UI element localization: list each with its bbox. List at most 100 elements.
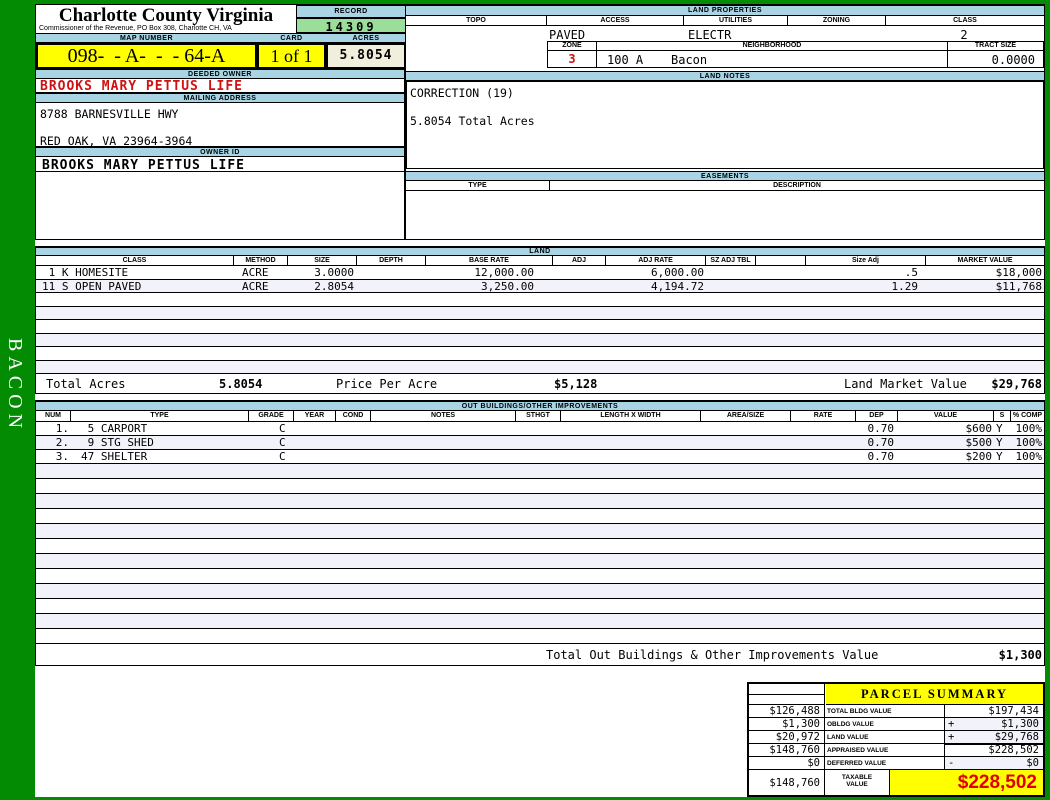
price-per-acre-label: Price Per Acre [336, 377, 438, 391]
land-row-adj-rate: 4,194.72 [651, 279, 704, 293]
land-row-method: ACRE [242, 279, 269, 293]
col-method: METHOD [234, 256, 288, 265]
ps-label: TOTAL BLDG VALUE [825, 705, 945, 717]
col-blank [756, 256, 806, 265]
land-row-base-rate: 3,250.00 [481, 279, 534, 293]
ob-value: $500 [965, 436, 993, 449]
ob-s: Y [996, 422, 1003, 435]
neighborhood-value-cell: 100 A Bacon [596, 50, 948, 68]
col-adj-rate: ADJ RATE [606, 256, 706, 265]
ob-type: 47 SHELTER [81, 450, 148, 463]
land-notes-box: CORRECTION (19) 5.8054 Total Acres [406, 81, 1044, 169]
zoning-header: ZONING [788, 16, 886, 25]
ps-label: APPRAISED VALUE [825, 744, 945, 756]
col-grade: GRADE [249, 411, 294, 421]
ob-pct-comp: 100% [1015, 422, 1043, 435]
class-header: CLASS [953, 17, 977, 24]
col-size: SIZE [288, 256, 357, 265]
out-buildings-title: OUT BUILDINGS/OTHER IMPROVEMENTS [36, 401, 1044, 411]
parcel-summary-row: $1,300 OBLDG VALUE + $1,300 [749, 718, 1043, 731]
commissioner-line: Commissioner of the Revenue, PO Box 308,… [39, 25, 232, 32]
ps-left-value: $0 [749, 757, 825, 769]
ps-right-value: $1,300 [1001, 718, 1039, 730]
ob-grade: C [279, 422, 286, 435]
ob-pct-comp: 100% [1015, 436, 1043, 449]
land-table: LAND CLASS METHOD SIZE DEPTH BASE RATE A… [35, 246, 1045, 394]
land-totals-row: Total Acres 5.8054 Price Per Acre $5,128… [36, 374, 1044, 393]
ps-label: DEFERRED VALUE [825, 757, 945, 769]
col-type: TYPE [71, 411, 249, 421]
col-base-rate: BASE RATE [426, 256, 553, 265]
address-line2: RED OAK, VA 23964-3964 [40, 134, 193, 148]
out-building-row: 3. 47 SHELTER C 0.70 $200 Y 100% [36, 450, 1044, 464]
tract-size-value: 0.0000 [947, 50, 1044, 68]
empty-row [36, 494, 1044, 509]
land-row-method: ACRE [242, 266, 269, 279]
corner-cell-divider [749, 694, 825, 695]
land-row-size-adj: 1.29 [891, 279, 919, 293]
ob-value: $600 [965, 422, 993, 435]
taxable-label: TAXABLE VALUE [825, 770, 890, 795]
ps-left-value: $1,300 [749, 718, 825, 730]
ob-s: Y [996, 436, 1003, 449]
parcel-summary-row: $0 DEFERRED VALUE - $0 [749, 757, 1043, 770]
taxable-value-row: $148,760 TAXABLE VALUE $228,502 [749, 770, 1043, 795]
county-title: Charlotte County Virginia [58, 5, 274, 26]
land-row-class: 11 S OPEN PAVED [42, 279, 142, 293]
map-number-value: 098- - A- - - 64-A [36, 43, 257, 69]
empty-row [36, 569, 1044, 584]
col-cond: COND [336, 411, 371, 421]
ps-left-value: $20,972 [749, 731, 825, 743]
ps-op: + [948, 731, 955, 743]
owner-id-label: OWNER ID [36, 147, 404, 157]
ps-right-value: $29,768 [994, 731, 1039, 743]
parcel-summary-row: $20,972 LAND VALUE + $29,768 [749, 731, 1043, 744]
utilities-header: UTILITIES [684, 16, 788, 25]
land-table-header-row: CLASS METHOD SIZE DEPTH BASE RATE ADJ AD… [36, 256, 1044, 266]
card-value: 1 of 1 [257, 43, 326, 69]
total-acres-value: 5.8054 [219, 377, 263, 391]
out-buildings-total-label: Total Out Buildings & Other Improvements… [546, 648, 879, 662]
empty-row [36, 539, 1044, 554]
col-rate: RATE [791, 411, 856, 421]
parcel-summary-corner-cell [749, 684, 825, 705]
ob-pct-comp: 100% [1015, 450, 1043, 463]
land-row-class: 1 K HOMESITE [42, 266, 129, 279]
total-acres-label: Total Acres [46, 377, 126, 391]
parcel-summary-table: PARCEL SUMMARY $126,488 TOTAL BLDG VALUE… [747, 682, 1045, 797]
land-table-title: LAND [36, 247, 1044, 256]
record-card-document: Charlotte County Virginia Commissioner o… [35, 4, 1045, 797]
class-value: 2 [960, 28, 968, 42]
empty-row [36, 479, 1044, 494]
ob-num: 3. [55, 450, 69, 463]
ob-num: 2. [55, 436, 69, 449]
out-buildings-total-row: Total Out Buildings & Other Improvements… [36, 644, 1044, 665]
col-market-value: MARKET VALUE [957, 257, 1013, 264]
appraised-thick-border [945, 743, 1043, 745]
out-buildings-table: OUT BUILDINGS/OTHER IMPROVEMENTS NUM TYP… [35, 400, 1045, 666]
card-label: CARD [257, 33, 326, 43]
empty-row [36, 554, 1044, 569]
ob-dep: 0.70 [867, 436, 895, 449]
owner-panel: Charlotte County Virginia Commissioner o… [35, 4, 406, 240]
deeded-owner-row: BROOKS MARY PETTUS LIFE [36, 79, 404, 94]
owner-id-row: BROOKS MARY PETTUS LIFE [36, 157, 404, 173]
empty-row [36, 360, 1044, 374]
col-pct-comp: % COMP [1012, 412, 1043, 419]
col-value: VALUE [898, 411, 994, 421]
col-dep: DEP [856, 411, 898, 421]
ob-type: 5 CARPORT [81, 422, 148, 435]
col-area-size: AREA/SIZE [701, 411, 791, 421]
ps-right-value: $0 [1026, 757, 1039, 769]
ps-label: OBLDG VALUE [825, 718, 945, 730]
empty-row [36, 333, 1044, 347]
easement-description-header: DESCRIPTION [773, 182, 821, 189]
land-market-value-label: Land Market Value [844, 377, 967, 391]
empty-row [36, 464, 1044, 479]
empty-row [36, 293, 1044, 307]
mailing-address-block: 8788 BARNESVILLE HWY RED OAK, VA 23964-3… [36, 103, 404, 148]
ob-dep: 0.70 [867, 422, 895, 435]
col-depth: DEPTH [357, 256, 426, 265]
neighborhood-name: Bacon [671, 53, 708, 67]
parcel-summary-row: $148,760 APPRAISED VALUE $228,502 [749, 744, 1043, 757]
